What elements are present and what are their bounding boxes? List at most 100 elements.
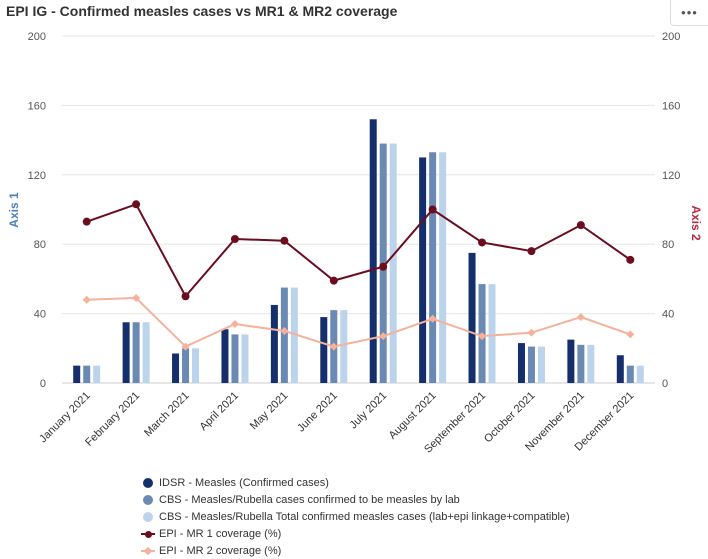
x-tick-label: August 2021 — [387, 390, 439, 442]
bar — [369, 119, 377, 383]
bar — [270, 304, 278, 383]
line-point — [329, 342, 338, 351]
chart-title: EPI IG - Confirmed measles cases vs MR1 … — [6, 3, 398, 19]
bar — [577, 344, 585, 383]
bar — [626, 365, 634, 383]
bar — [83, 365, 91, 383]
bar — [616, 355, 624, 383]
line-point — [82, 295, 91, 304]
line-point — [280, 236, 289, 245]
bar — [439, 152, 447, 383]
bar — [192, 348, 200, 383]
y-right-tick-label: 0 — [662, 378, 668, 390]
line-point — [230, 234, 239, 243]
line-point — [576, 313, 585, 322]
x-tick-label: January 2021 — [37, 390, 93, 446]
line-point — [132, 200, 141, 209]
legend-label: CBS - Measles/Rubella cases confirmed to… — [159, 493, 460, 506]
y-right-tick-label: 40 — [662, 309, 674, 321]
line-point — [230, 320, 239, 329]
y-left-tick-label: 80 — [34, 239, 46, 251]
y-right-tick-label: 160 — [662, 100, 680, 112]
legend-swatch — [141, 494, 155, 506]
line-point — [181, 292, 190, 301]
y-right-axis-title: Axis 2 — [689, 205, 703, 241]
x-tick-label: July 2021 — [348, 390, 390, 432]
bar — [241, 334, 249, 383]
chart-plot: 0 40 80 120 160 200 0 40 80 120 160 200 Axis 1 Axis 2… — [7, 31, 703, 456]
bar — [587, 344, 595, 383]
line-point — [132, 293, 141, 302]
y-left-tick-label: 200 — [28, 31, 46, 43]
legend-item[interactable]: EPI - MR 1 coverage (%) — [141, 525, 570, 542]
line-point — [626, 255, 635, 264]
bar — [132, 322, 140, 383]
line-point — [478, 332, 487, 341]
legend-swatch — [141, 477, 155, 489]
line-point — [82, 217, 91, 226]
legend-swatch — [141, 511, 155, 523]
bar — [231, 334, 239, 383]
series-line — [86, 296, 631, 348]
y-right-tick-label: 80 — [662, 239, 674, 251]
bar — [290, 287, 298, 383]
bar — [389, 143, 397, 383]
bar — [537, 346, 545, 383]
y-left-tick-label: 160 — [28, 100, 46, 112]
x-tick-label: April 2021 — [198, 390, 242, 434]
x-tick-label: March 2021 — [142, 390, 192, 440]
bar — [527, 346, 535, 383]
line-point — [181, 342, 190, 351]
line-point — [329, 276, 338, 285]
legend-swatch — [141, 545, 155, 557]
bar — [73, 365, 81, 383]
legend-item[interactable]: CBS - Measles/Rubella cases confirmed to… — [141, 491, 570, 508]
bar — [93, 365, 101, 383]
y-left-tick-label: 0 — [40, 378, 46, 390]
line-point — [428, 205, 437, 214]
bar — [517, 343, 525, 383]
chart-menu-button[interactable]: ••• — [670, 0, 708, 26]
series-line — [86, 203, 631, 299]
y-right-tick-label: 200 — [662, 31, 680, 43]
bar — [320, 317, 328, 383]
bar — [182, 348, 190, 383]
x-tick-label: October 2021 — [482, 390, 538, 446]
legend-item[interactable]: EPI - MR 2 coverage (%) — [141, 542, 570, 559]
line-point — [379, 332, 388, 341]
line-point — [626, 330, 635, 339]
legend-label: CBS - Measles/Rubella Total confirmed me… — [159, 510, 570, 523]
bar — [419, 157, 427, 383]
bar — [429, 152, 437, 383]
bar — [280, 287, 288, 383]
legend-item[interactable]: IDSR - Measles (Confirmed cases) — [141, 474, 570, 491]
legend-item[interactable]: CBS - Measles/Rubella Total confirmed me… — [141, 508, 570, 525]
more-horizontal-icon: ••• — [681, 5, 698, 20]
y-left-tick-label: 120 — [28, 170, 46, 182]
bar — [468, 252, 476, 383]
bar — [488, 284, 496, 383]
y-right-tick-label: 120 — [662, 170, 680, 182]
x-tick-label: May 2021 — [248, 390, 291, 433]
bar — [567, 339, 575, 383]
line-point — [478, 238, 487, 247]
line-point — [527, 328, 536, 337]
legend-label: EPI - MR 2 coverage (%) — [159, 544, 282, 557]
chart-legend: IDSR - Measles (Confirmed cases) CBS - Me… — [141, 474, 570, 559]
legend-label: EPI - MR 1 coverage (%) — [159, 527, 282, 540]
line-point — [280, 326, 289, 335]
legend-swatch — [141, 528, 155, 540]
x-tick-label: June 2021 — [295, 390, 340, 435]
y-left-tick-label: 40 — [34, 309, 46, 321]
line-point — [379, 262, 388, 271]
y-left-axis-title: Axis 1 — [7, 192, 21, 228]
bar — [122, 322, 130, 383]
line-point — [428, 314, 437, 323]
line-point — [527, 247, 536, 256]
bar — [221, 329, 229, 383]
bar — [340, 310, 348, 383]
line-point — [576, 221, 585, 230]
bar — [636, 365, 644, 383]
legend-label: IDSR - Measles (Confirmed cases) — [159, 476, 329, 489]
bar — [142, 322, 150, 383]
